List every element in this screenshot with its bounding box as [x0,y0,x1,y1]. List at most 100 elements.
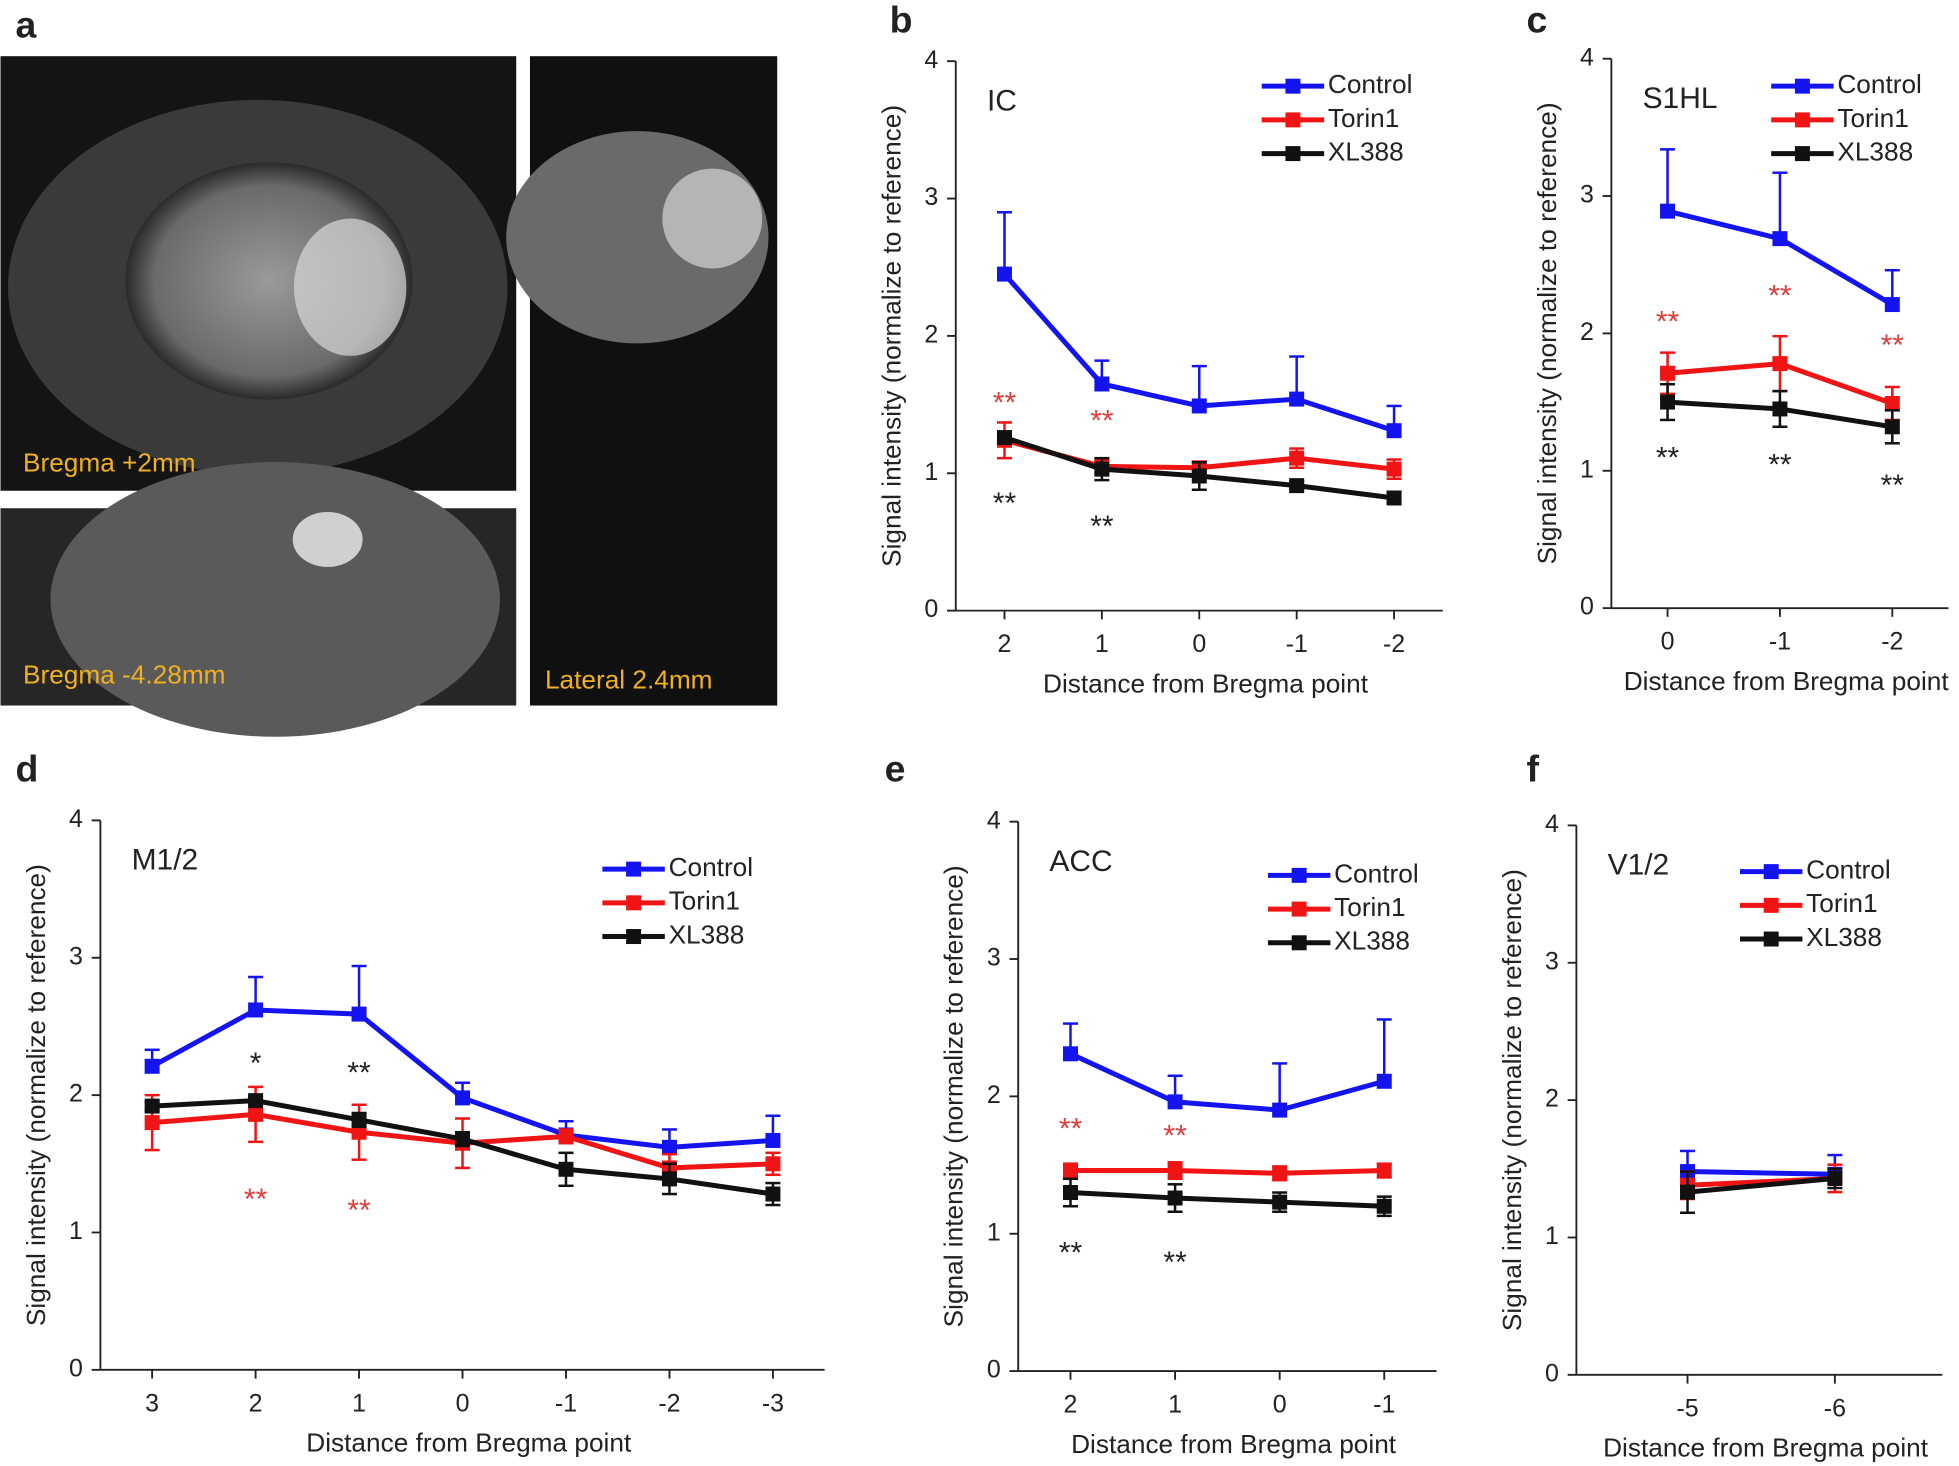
data-point [1386,461,1402,477]
x-tick-label: -3 [762,1389,784,1417]
legend-marker [626,861,642,877]
data-point [248,1106,264,1122]
y-axis-label: Signal intensity (normalize to reference… [1497,869,1527,1331]
chart-panel: c 0 1 2 3 4 0 -1 -2 Distance from Bregma point Sig… [1526,0,1949,696]
y-axis-label: Signal intensity (normalize to reference… [876,105,906,567]
image-label: Lateral 2.4mm [545,665,713,695]
data-point [144,1058,160,1074]
data-point [1094,376,1110,392]
data-point [1827,1170,1843,1186]
data-point [1660,365,1676,381]
y-tick-label: 3 [924,183,938,211]
legend-label: Control [1837,69,1922,99]
panel-label: a [15,3,37,45]
data-point [1191,468,1207,484]
panel-label: e [885,748,906,790]
data-point [1167,1094,1183,1110]
y-tick-label: 1 [987,1218,1001,1246]
data-point [765,1156,781,1172]
legend-marker [1291,901,1307,917]
legend-marker [1285,78,1301,94]
x-tick-label: -1 [1769,628,1791,656]
image-label: Bregma +2mm [23,447,196,477]
y-tick-label: 2 [1580,318,1594,346]
data-point [1772,401,1788,417]
significance-mark: ** [993,387,1017,420]
error-bar [1272,1062,1288,1111]
y-tick-label: 1 [69,1217,83,1245]
data-point [1660,394,1676,410]
data-point [1289,478,1305,494]
lesion [293,218,407,356]
y-tick-label: 2 [69,1080,83,1108]
x-tick-label: 2 [249,1389,263,1417]
x-tick-label: 2 [1064,1391,1078,1419]
data-point [661,1139,677,1155]
y-tick-label: 3 [69,942,83,970]
y-axis-label: Signal intensity (normalize to reference… [1532,102,1562,564]
data-point [1772,231,1788,247]
data-point [1289,391,1305,407]
image-label: Bregma -4.28mm [23,660,226,690]
data-point [1376,1198,1392,1214]
legend-label: Torin1 [1334,892,1405,922]
x-axis-label: Distance from Bregma point [1043,668,1369,698]
legend-label: XL388 [669,919,745,949]
y-tick-label: 4 [69,805,83,833]
legend-label: XL388 [1334,926,1410,956]
panel-label: f [1526,748,1539,790]
error-bar [1376,1018,1392,1082]
legend-label: Control [669,852,754,882]
series-line [1070,1190,1385,1209]
x-axis-label: Distance from Bregma point [306,1428,632,1458]
x-tick-label: 0 [1273,1391,1287,1419]
data-point [1191,398,1207,414]
data-point [996,266,1012,282]
significance-mark: ** [1090,510,1114,543]
data-point [1660,203,1676,219]
data-point [1772,356,1788,372]
legend-label: Control [1334,858,1419,888]
data-point [1167,1163,1183,1179]
x-tick-label: 1 [1168,1391,1182,1419]
y-tick-label: 2 [1545,1085,1559,1113]
panel-label: b [890,0,913,40]
error-bar [351,964,367,1015]
y-tick-label: 3 [987,944,1001,972]
data-point [1376,1163,1392,1179]
legend-marker [626,929,642,945]
y-tick-label: 1 [1545,1222,1559,1250]
y-tick-label: 0 [1580,593,1594,621]
x-tick-label: -1 [1286,630,1308,658]
chart-panel: b 0 1 2 3 4 2 1 0 -1 -2 Distance from Bregma point S… [876,0,1443,698]
y-tick-label: 1 [1580,455,1594,483]
significance-mark: ** [347,1194,371,1227]
legend-label: Torin1 [1328,103,1399,133]
data-point [1884,297,1900,313]
series-line [1687,1175,1836,1195]
legend-label: Torin1 [1837,103,1908,133]
legend-marker [1794,78,1810,94]
y-tick-label: 3 [1545,947,1559,975]
y-tick-label: 4 [987,806,1001,834]
region-label: IC [987,84,1017,117]
y-axis-label: Signal intensity (normalize to reference… [21,864,51,1326]
legend-label: XL388 [1837,137,1913,167]
significance-mark: ** [1059,1236,1083,1269]
data-point [996,430,1012,446]
chart-panel: e 0 1 2 3 4 2 1 0 -1 Distance from Bregma point Sig… [885,748,1437,1459]
lesion [292,511,363,567]
x-tick-label: -6 [1824,1394,1846,1422]
y-axis-label: Signal intensity (normalize to reference… [939,865,969,1327]
x-tick-label: -1 [1373,1391,1395,1419]
x-tick-label: 1 [1095,630,1109,658]
error-bar [1772,171,1788,239]
y-tick-label: 4 [1580,43,1594,71]
legend-label: Torin1 [669,886,740,916]
series-line [1069,1051,1385,1113]
lesion [662,168,763,269]
region-label: M1/2 [132,844,199,877]
data-point [351,1124,367,1140]
x-tick-label: -5 [1676,1394,1698,1422]
